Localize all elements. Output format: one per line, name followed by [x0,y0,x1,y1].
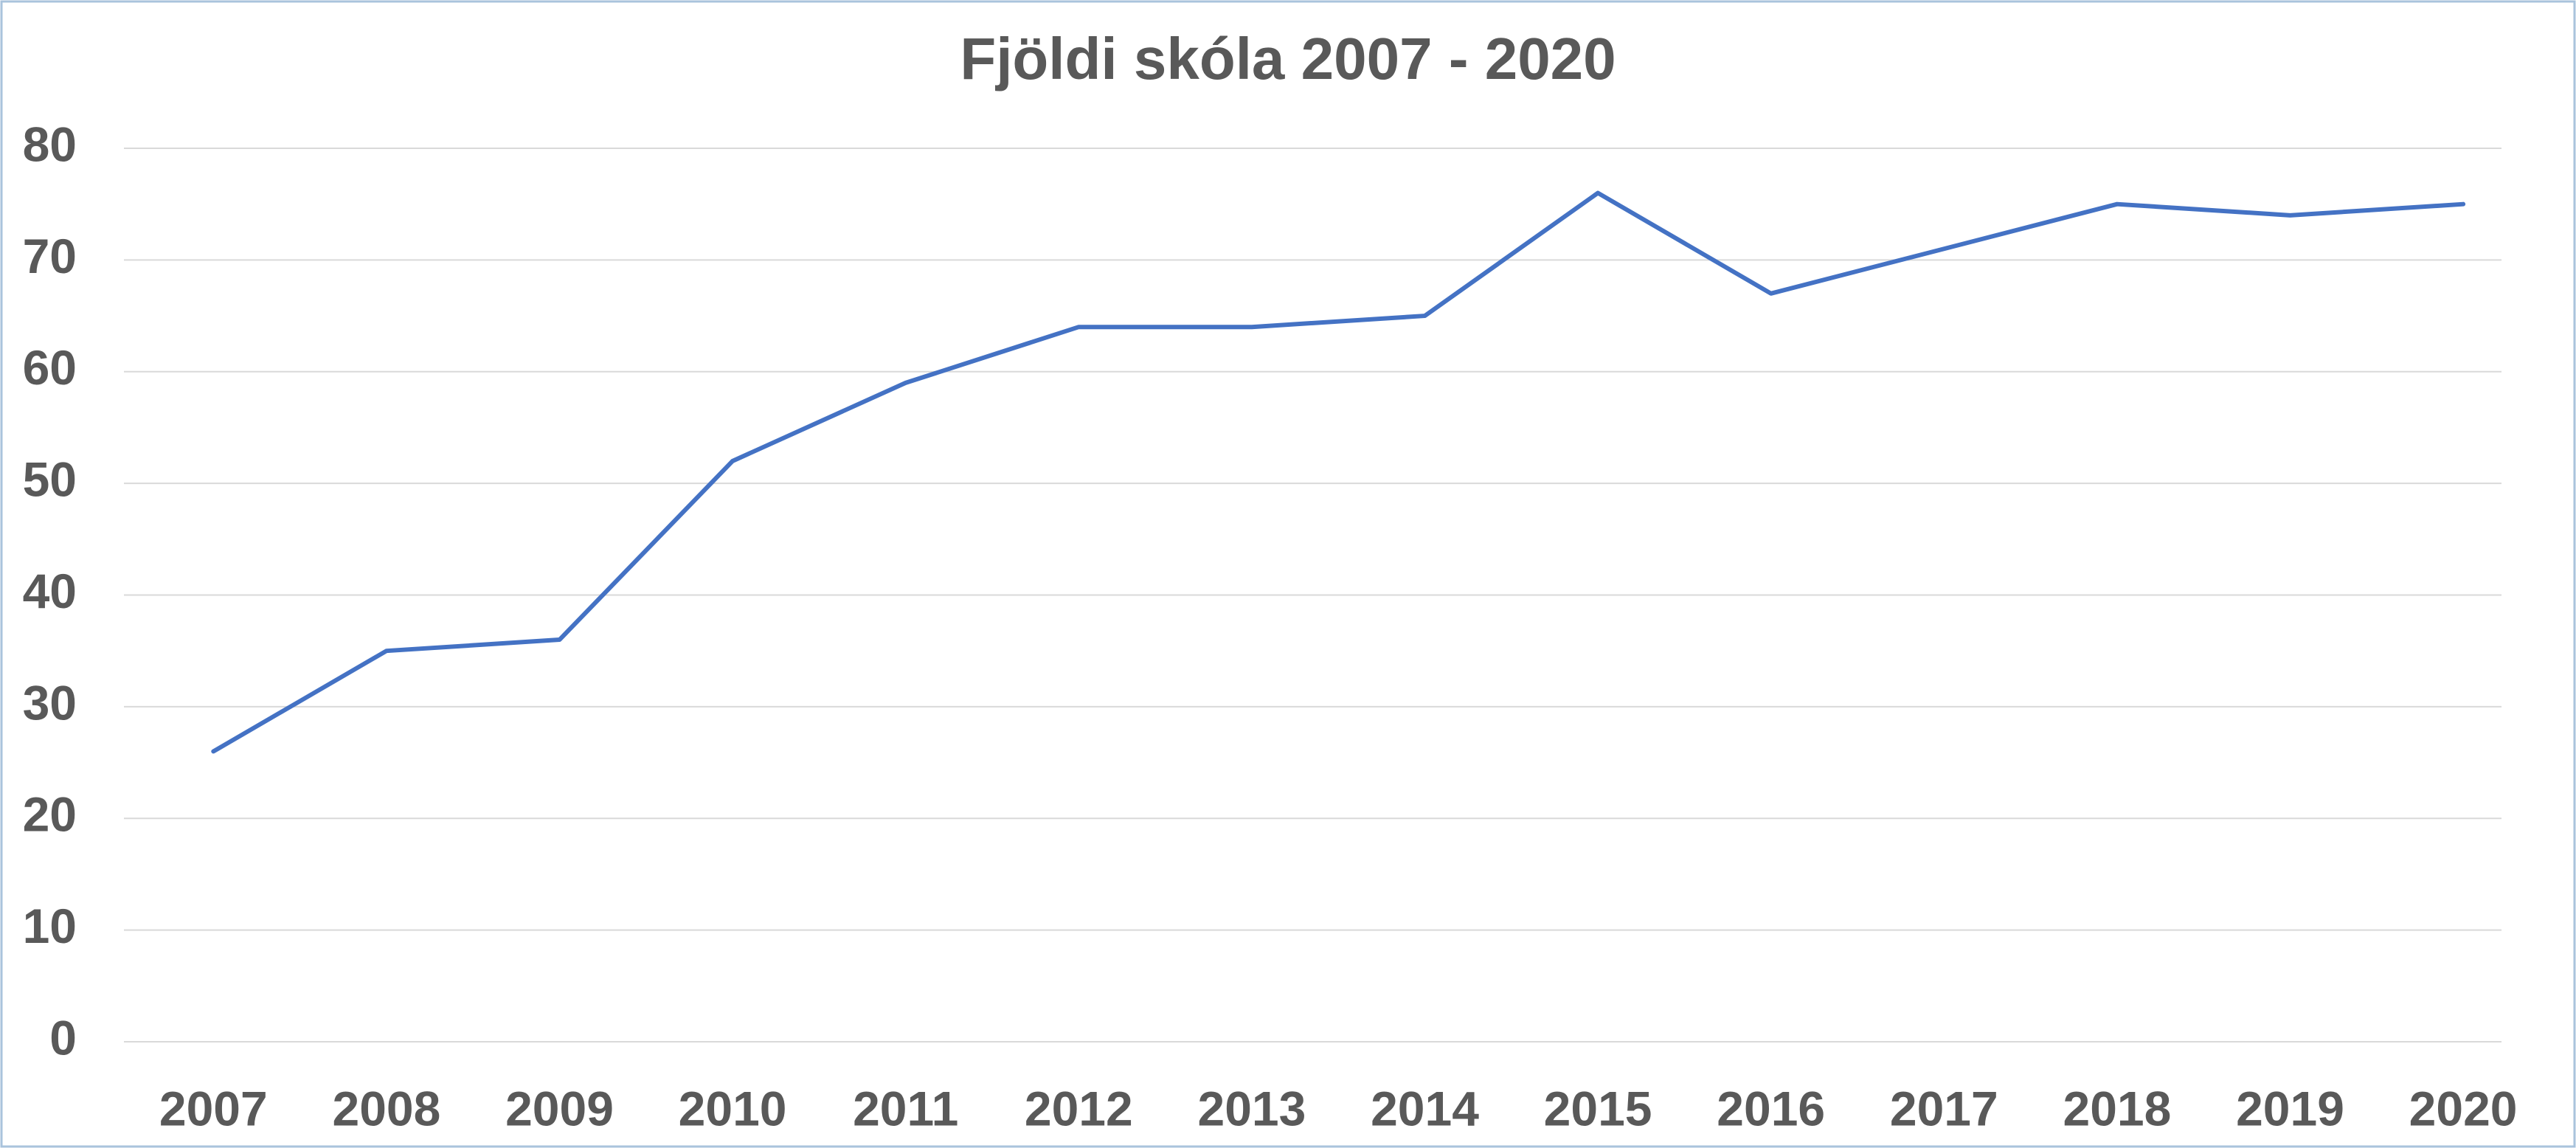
x-tick-label: 2016 [1717,1081,1825,1135]
y-tick-label: 0 [49,1010,77,1065]
y-tick-label: 20 [23,787,77,842]
x-tick-label: 2007 [159,1081,268,1135]
y-tick-label: 50 [23,452,77,507]
x-tick-label: 2013 [1197,1081,1306,1135]
y-tick-label: 30 [23,675,77,730]
x-tick-label: 2009 [505,1081,614,1135]
x-tick-label: 2010 [679,1081,787,1135]
x-tick-label: 2014 [1371,1081,1479,1135]
x-tick-label: 2018 [2063,1081,2171,1135]
x-tick-label: 2008 [332,1081,440,1135]
x-tick-label: 2017 [1890,1081,1998,1135]
x-tick-label: 2020 [2409,1081,2518,1135]
x-tick-label: 2019 [2236,1081,2344,1135]
line-series [211,190,2466,754]
y-tick-label: 70 [23,229,77,283]
x-tick-label: 2015 [1544,1081,1652,1135]
x-tick-label: 2012 [1025,1081,1133,1135]
y-tick-label: 10 [23,899,77,953]
y-tick-label: 80 [23,117,77,171]
y-tick-label: 40 [23,564,77,618]
chart-title: Fjöldi skóla 2007 - 2020 [960,26,1616,91]
y-tick-label: 60 [23,340,77,395]
x-tick-label: 2011 [853,1081,958,1135]
